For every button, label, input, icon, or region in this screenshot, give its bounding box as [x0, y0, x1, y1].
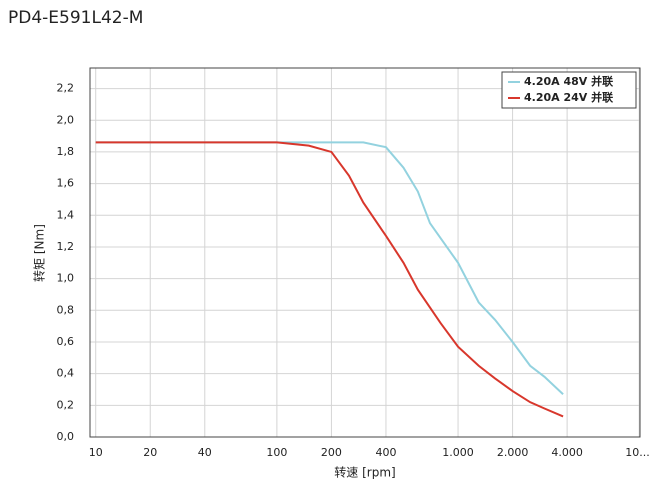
y-tick-label: 1,8	[57, 145, 75, 158]
legend-label: 4.20A 24V 并联	[524, 90, 613, 104]
x-tick-label: 10	[89, 446, 103, 459]
y-tick-label: 1,2	[57, 240, 75, 253]
y-tick-label: 1,6	[57, 177, 75, 190]
plot-frame	[89, 67, 641, 438]
y-tick-label: 2,2	[57, 82, 75, 95]
y-tick-label: 0,8	[57, 303, 75, 316]
y-tick-label: 0,4	[57, 367, 75, 380]
y-tick-label: 2,0	[57, 113, 75, 126]
y-tick-label: 1,4	[57, 208, 75, 221]
y-tick-label: 0,2	[57, 398, 75, 411]
x-tick-label: 200	[321, 446, 342, 459]
x-tick-label: 20	[143, 446, 157, 459]
y-tick-label: 1,0	[57, 272, 75, 285]
y-axis-label: 转矩 [Nm]	[32, 224, 47, 282]
legend-box	[501, 71, 637, 109]
x-tick-label: 400	[375, 446, 396, 459]
series-line	[95, 141, 564, 395]
x-tick-label: 100	[266, 446, 287, 459]
x-tick-label: 40	[198, 446, 212, 459]
chart-title: PD4-E591L42-M	[8, 8, 143, 28]
x-tick-label: 4.000	[551, 446, 583, 459]
x-tick-label: 10....	[625, 446, 650, 459]
series-line	[95, 141, 564, 418]
x-tick-label: 2.000	[497, 446, 529, 459]
legend-label: 4.20A 48V 并联	[524, 74, 613, 88]
y-tick-label: 0,0	[57, 430, 75, 443]
x-axis-label: 转速 [rpm]	[334, 465, 395, 480]
y-tick-label: 0,6	[57, 335, 75, 348]
x-tick-label: 1.000	[442, 446, 474, 459]
